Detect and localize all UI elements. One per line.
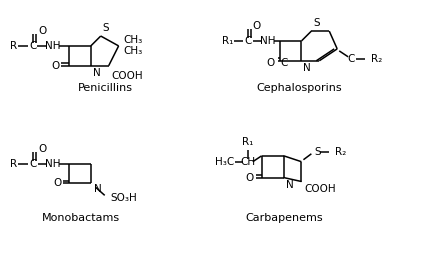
Text: R₂: R₂ [371,54,382,64]
Text: COOH: COOH [304,184,336,195]
Text: C: C [244,36,252,46]
Text: S: S [103,23,109,33]
Text: NH: NH [260,36,275,46]
Text: CH: CH [240,157,255,167]
Text: CH₃: CH₃ [123,46,143,56]
Text: O: O [253,21,261,31]
Text: O: O [246,173,254,183]
Text: H₃C: H₃C [215,157,234,167]
Text: SO₃H: SO₃H [111,193,138,203]
Text: R: R [10,41,17,51]
Text: O: O [266,58,275,68]
Text: Cephalosporins: Cephalosporins [257,83,342,94]
Text: C: C [30,159,37,169]
Text: O: O [38,144,46,154]
Text: R₁: R₁ [242,137,253,147]
Text: N: N [94,184,101,195]
Text: O: O [38,26,46,36]
Text: C: C [281,58,288,68]
Text: N: N [93,68,101,78]
Text: CH₃: CH₃ [123,35,143,45]
Text: Monobactams: Monobactams [42,213,120,223]
Text: S: S [313,18,320,28]
Text: R₁: R₁ [222,36,233,46]
Text: NH: NH [45,159,61,169]
Text: R: R [10,159,17,169]
Text: NH: NH [45,41,61,51]
Text: O: O [53,178,61,188]
Text: S: S [314,147,321,157]
Text: Penicillins: Penicillins [78,83,133,94]
Text: C: C [30,41,37,51]
Text: C: C [347,54,355,64]
Text: COOH: COOH [112,71,143,81]
Text: N: N [286,180,293,189]
Text: R₂: R₂ [335,147,347,157]
Text: N: N [304,63,311,73]
Text: O: O [51,61,59,71]
Text: Carbapenems: Carbapenems [246,213,323,223]
